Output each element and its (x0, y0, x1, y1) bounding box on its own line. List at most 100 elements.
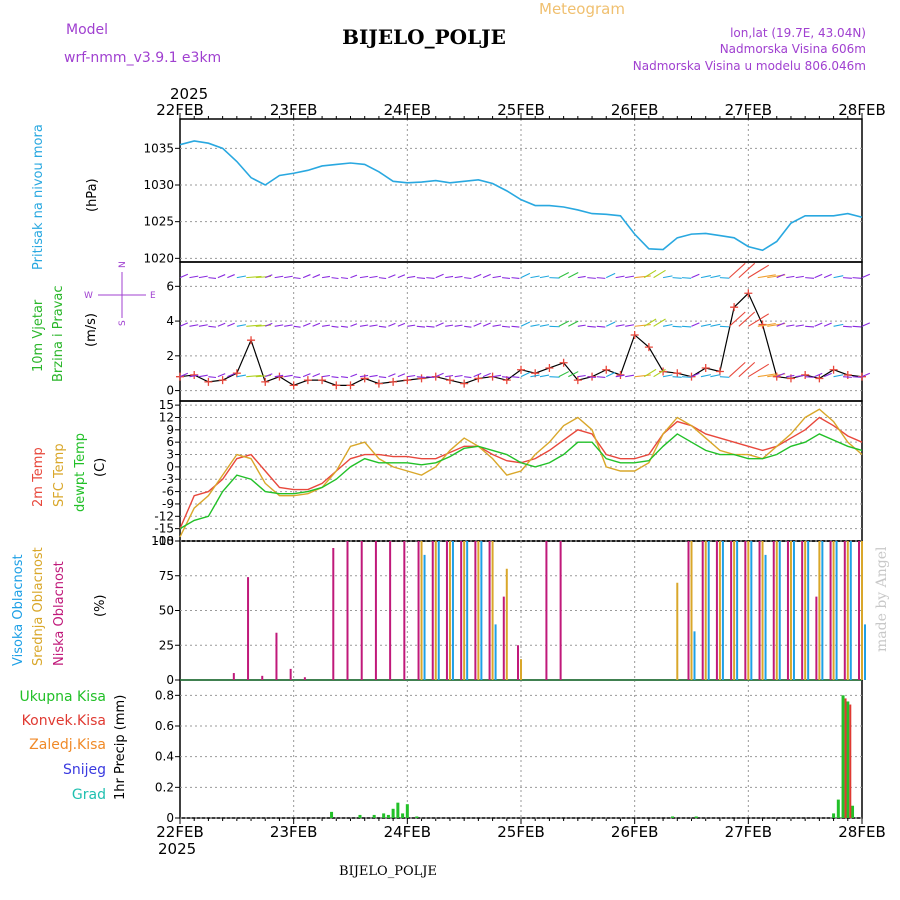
wind-arrow-1 (284, 324, 293, 327)
year-label-bottom: 2025 (158, 840, 196, 858)
wind-arrow-0 (359, 275, 369, 279)
wind-arrow-0 (823, 273, 832, 279)
wind-arrow-0 (520, 272, 531, 279)
lonlat-label: lon,lat (19.7E, 43.04N) (730, 26, 866, 40)
x-tick-label-top: 24FEB (384, 101, 431, 119)
wind-arrow-0 (388, 274, 396, 279)
wind-arrow-1 (407, 324, 416, 327)
wind-arrow-1 (757, 322, 776, 327)
y-tick-label: 0.6 (155, 719, 174, 733)
wind-arrow-0 (606, 272, 616, 279)
wind-arrow-0 (634, 275, 651, 279)
wind-arrow-0 (378, 277, 387, 280)
wind-arrow-1 (662, 323, 673, 327)
wind-arrow-2 (757, 373, 776, 378)
convective-rain-bar (849, 704, 852, 818)
total-rain-bar (386, 814, 390, 818)
wind-arrow-1 (710, 323, 721, 327)
wind-arrow-1 (482, 322, 491, 327)
wind-arrow-0 (577, 275, 586, 279)
wind-gust-marker (417, 374, 426, 383)
wind-arrow-1 (331, 325, 339, 328)
wind-arrow-2 (786, 374, 795, 378)
y-tick-label: 3 (166, 448, 174, 462)
wind-arrow-1 (350, 323, 358, 327)
y-tick-label: 9 (166, 423, 174, 437)
total-rain-bar (836, 799, 840, 818)
wind-gust-marker (815, 374, 824, 383)
wind-arrow-0 (501, 277, 510, 279)
wind-arrow-1 (748, 313, 770, 327)
y-tick-label: 1030 (143, 178, 174, 192)
wind-arrow-2 (520, 371, 531, 378)
wind-arrow-1 (274, 324, 284, 327)
wind-gust-marker (303, 376, 312, 385)
wind-arrow-2 (208, 376, 217, 379)
low-cloud-ylabel: Niska Oblacnost (52, 561, 67, 666)
wind-arrow-1 (776, 322, 785, 327)
wind-arrow-2 (359, 374, 369, 378)
wind-ylabel-1: 10m Vjetar (31, 299, 46, 372)
wind-arrow-0 (700, 275, 712, 279)
wind-arrow-2 (501, 376, 510, 379)
wind-arrow-1 (606, 321, 616, 327)
wind-arrow-1 (843, 325, 852, 328)
wind-arrow-0 (691, 273, 700, 279)
wind-arrow-2 (407, 374, 416, 378)
wind-arrow-2 (284, 374, 293, 378)
wind-arrow-0 (189, 275, 199, 279)
wind-arrow-1 (805, 325, 815, 328)
precip-ylabel: 1hr Precip (mm) (113, 695, 128, 800)
wind-arrow-1 (558, 320, 570, 327)
wind-arrow-2 (274, 374, 284, 378)
wind-gust-marker (730, 303, 739, 312)
wind-arrow-2 (482, 372, 491, 378)
wind-gust-marker (474, 374, 483, 383)
wind-arrow-2 (776, 372, 785, 378)
wind-arrow-1 (397, 322, 406, 327)
wind-arrow-0 (805, 277, 815, 279)
legend-snow: Snijeg (63, 762, 106, 778)
wind-arrow-1 (615, 324, 625, 327)
year-label-top: 2025 (170, 85, 208, 103)
wind-arrow-2 (719, 376, 730, 378)
wind-arrow-1 (322, 324, 330, 327)
wind-arrow-2 (795, 374, 804, 378)
wind-arrow-2 (179, 372, 189, 378)
wind-arrow-0 (776, 273, 785, 279)
meteogram-title: Meteogram (539, 0, 625, 18)
total-rain-bar (391, 808, 395, 818)
wind-arrow-1 (426, 325, 435, 328)
pressure-ylabel: Pritisak na nivou mora (31, 124, 46, 270)
wind-gust-marker (673, 369, 682, 378)
wind-gust-marker (829, 365, 838, 374)
wind-arrow-1 (340, 325, 349, 328)
wind-arrow-0 (217, 274, 226, 279)
wind-arrow-2 (710, 374, 721, 378)
wind-gust-marker (517, 365, 525, 374)
wind-arrow-2 (312, 373, 321, 378)
total-rain-bar (396, 802, 400, 818)
wind-arrow-1 (643, 318, 657, 327)
wind-arrow-2 (843, 376, 852, 378)
model-label: Model (66, 22, 108, 38)
wind-arrow-0 (786, 275, 795, 279)
wind-arrow-1 (388, 322, 396, 327)
wind-gust-marker (545, 363, 554, 372)
y-tick-label: 1020 (143, 251, 174, 265)
wind-arrow-0 (539, 275, 550, 279)
x-tick-label-bottom: 27FEB (725, 823, 772, 841)
wind-arrow-1 (719, 325, 730, 328)
compass-rose-icon (98, 272, 146, 318)
x-tick-label-bottom: 24FEB (384, 823, 431, 841)
wind-gust-marker (232, 369, 241, 378)
model-name: wrf-nmm_v3.9.1 e3km (64, 50, 221, 66)
wind-arrow-1 (596, 325, 606, 328)
compass-west: W (84, 291, 93, 301)
dewpt-ylabel: dewpt Temp (73, 433, 88, 512)
wind-arrow-2 (435, 372, 444, 378)
wind-arrow-2 (662, 374, 673, 378)
wind-gust-marker (403, 376, 412, 385)
wind-arrow-1 (530, 324, 540, 327)
wind-gust-marker (644, 343, 653, 352)
